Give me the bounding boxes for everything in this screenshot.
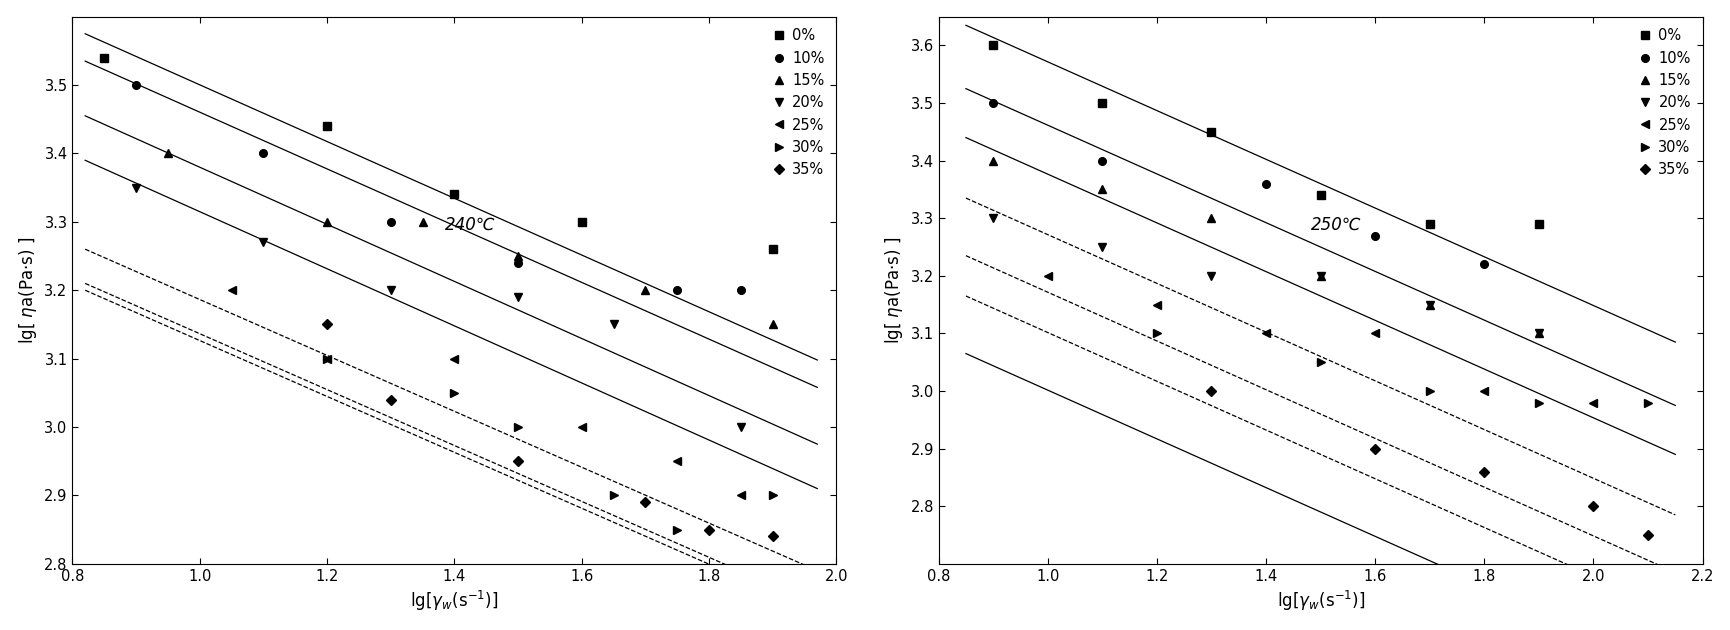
Text: 240℃: 240℃ <box>445 215 495 234</box>
X-axis label: lg[$\gamma$$_w$(s$^{-1}$)]: lg[$\gamma$$_w$(s$^{-1}$)] <box>1275 589 1363 614</box>
Legend: 0%, 10%, 15%, 20%, 25%, 30%, 35%: 0%, 10%, 15%, 20%, 25%, 30%, 35% <box>768 24 829 181</box>
Y-axis label: lg[ $\eta$a(Pa·s) ]: lg[ $\eta$a(Pa·s) ] <box>882 237 905 344</box>
X-axis label: lg[$\gamma$$_w$(s$^{-1}$)]: lg[$\gamma$$_w$(s$^{-1}$)] <box>410 589 498 614</box>
Y-axis label: lg[ $\eta$a(Pa·s) ]: lg[ $\eta$a(Pa·s) ] <box>17 237 38 344</box>
Text: 250℃: 250℃ <box>1310 215 1360 234</box>
Legend: 0%, 10%, 15%, 20%, 25%, 30%, 35%: 0%, 10%, 15%, 20%, 25%, 30%, 35% <box>1635 24 1694 181</box>
